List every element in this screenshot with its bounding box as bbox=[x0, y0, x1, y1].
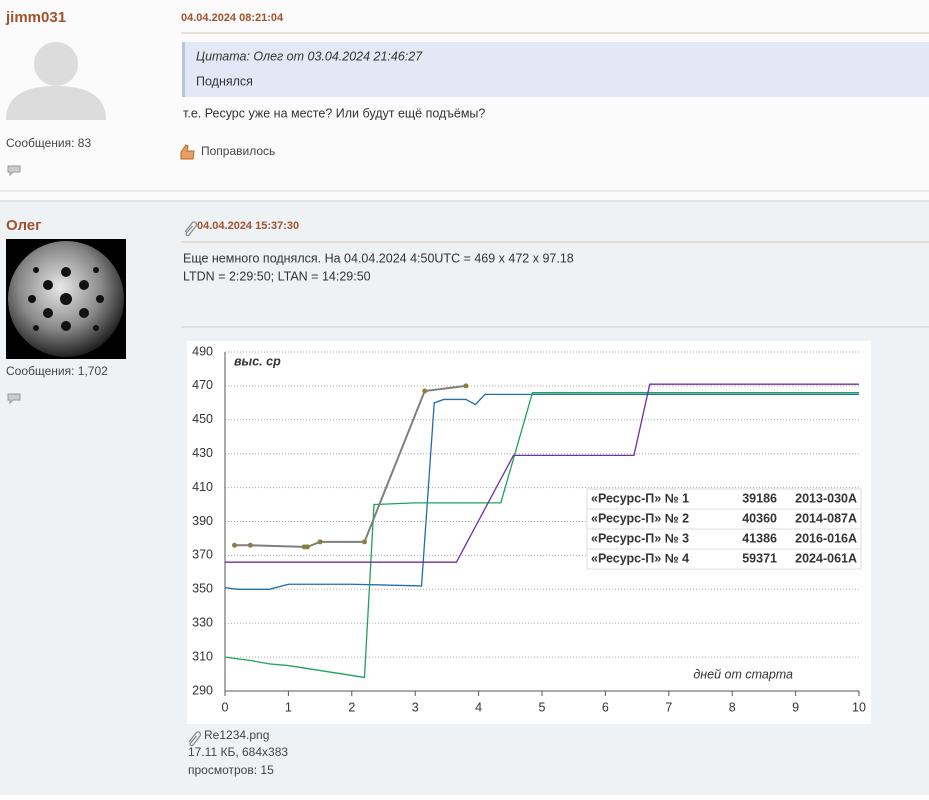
post-text: LTDN = 2:29:50; LTAN = 14:29:50 bbox=[183, 269, 371, 283]
x-tick-label: 1 bbox=[285, 700, 292, 714]
post-text: т.е. Ресурс уже на месте? Или будут ещё … bbox=[183, 106, 485, 120]
attachment-info: 17.11 КБ, 684x383 bbox=[188, 745, 288, 759]
legend-cospar: 2024-061A bbox=[795, 551, 857, 565]
legend-name: «Ресурс-П» № 2 bbox=[591, 511, 689, 525]
y-tick-label: 450 bbox=[192, 412, 213, 426]
post-text: Еще немного поднялся. На 04.04.2024 4:50… bbox=[183, 251, 574, 265]
legend-row bbox=[586, 548, 862, 570]
y-tick-label: 390 bbox=[192, 514, 213, 528]
author[interactable]: Олег bbox=[6, 217, 41, 234]
y-tick-label: 470 bbox=[192, 378, 213, 392]
point bbox=[247, 542, 253, 548]
point bbox=[422, 388, 428, 394]
attachment-views: просмотров: 15 bbox=[188, 763, 274, 777]
legend-cospar: 2013-030A bbox=[795, 491, 857, 505]
post-date[interactable]: 04.04.2024 15:37:30 bbox=[197, 220, 299, 232]
x-tick-label: 7 bbox=[665, 700, 672, 714]
x-tick-label: 8 bbox=[729, 700, 736, 714]
quote-box bbox=[182, 42, 929, 97]
chart: 290 310 330 350 370 390 410 430 450 470 490 0 1 2 3 4 5 6… bbox=[192, 344, 866, 714]
legend-cospar: 2014-087A bbox=[795, 511, 857, 525]
legend-cospar: 2016-016A bbox=[795, 531, 857, 545]
point bbox=[232, 542, 238, 548]
post-bg bbox=[0, 0, 929, 200]
quote-header[interactable]: Цитата: Олег от 03.04.2024 21:46:27 bbox=[196, 49, 423, 63]
legend-norad: 59371 bbox=[742, 551, 777, 565]
message-count: Сообщения: 1,702 bbox=[6, 364, 108, 378]
y-tick-label: 430 bbox=[192, 446, 213, 460]
x-tick-label: 9 bbox=[792, 700, 799, 714]
y-tick-label: 330 bbox=[192, 615, 213, 629]
quote-text: Поднялся bbox=[196, 74, 253, 88]
message-count: Сообщения: 83 bbox=[6, 136, 91, 150]
y-tick-label: 290 bbox=[192, 683, 213, 697]
y-tick-label: 350 bbox=[192, 582, 213, 596]
y-tick-label: 370 bbox=[192, 548, 213, 562]
x-tick-label: 3 bbox=[412, 700, 419, 714]
y-axis-label: выс. ср bbox=[234, 354, 281, 368]
legend-norad: 39186 bbox=[742, 491, 777, 505]
like-icon[interactable] bbox=[180, 144, 195, 160]
x-tick-label: 0 bbox=[222, 700, 229, 714]
x-tick-label: 5 bbox=[539, 700, 546, 714]
point bbox=[317, 539, 323, 545]
legend-norad: 40360 bbox=[742, 511, 777, 525]
point bbox=[463, 383, 469, 389]
y-tick-label: 410 bbox=[192, 480, 213, 494]
pm-icon[interactable] bbox=[7, 165, 21, 177]
post-date[interactable]: 04.04.2024 08:21:04 bbox=[181, 12, 284, 24]
series-line bbox=[224, 392, 859, 679]
x-tick-label: 2 bbox=[348, 700, 355, 714]
y-tick-label: 310 bbox=[192, 649, 213, 663]
point bbox=[304, 544, 310, 550]
x-tick-label: 6 bbox=[602, 700, 609, 714]
quote-bar bbox=[182, 42, 185, 97]
author[interactable]: jimm031 bbox=[5, 9, 66, 26]
attachment-link[interactable]: Re1234.png bbox=[204, 728, 269, 742]
attach-icon bbox=[188, 731, 202, 747]
series-line bbox=[225, 383, 859, 563]
point bbox=[361, 539, 367, 545]
x-tick-label: 10 bbox=[852, 700, 866, 714]
legend-name: «Ресурс-П» № 1 bbox=[591, 491, 689, 505]
avatar bbox=[6, 239, 126, 359]
series-line bbox=[234, 384, 467, 548]
like-button[interactable]: Поправилось bbox=[201, 144, 275, 158]
pm-icon[interactable] bbox=[7, 393, 21, 405]
y-tick-label: 490 bbox=[192, 344, 213, 358]
series-line bbox=[224, 393, 859, 590]
legend-norad: 41386 bbox=[742, 531, 777, 545]
x-tick-label: 4 bbox=[475, 700, 482, 714]
attach-icon bbox=[184, 221, 198, 237]
avatar bbox=[6, 42, 106, 120]
legend-name: «Ресурс-П» № 3 bbox=[591, 531, 689, 545]
legend-name: «Ресурс-П» № 4 bbox=[591, 551, 689, 565]
x-axis-label: дней от старта bbox=[693, 667, 793, 681]
